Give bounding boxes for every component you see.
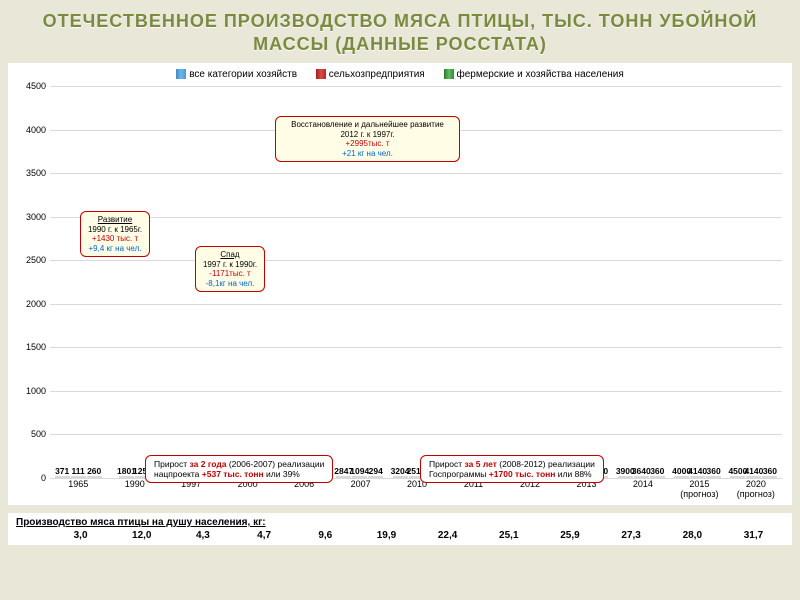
bar: 4140 bbox=[690, 476, 705, 478]
per-capita-value: 25,1 bbox=[478, 530, 539, 541]
bar: 1801 bbox=[119, 476, 134, 478]
plot-area: 050010001500200025003000350040004500 371… bbox=[50, 86, 782, 478]
y-tick-label: 2500 bbox=[16, 255, 46, 265]
callout-fall: Спад 1997 г. к 1990г. -1171тыс. т -8,1кг… bbox=[195, 246, 265, 292]
y-tick-label: 4000 bbox=[16, 125, 46, 135]
page-title: ОТЕЧЕСТВЕННОЕ ПРОИЗВОДСТВО МЯСА ПТИЦЫ, Т… bbox=[0, 0, 800, 63]
per-capita-value: 12,0 bbox=[111, 530, 172, 541]
per-capita-value: 25,9 bbox=[539, 530, 600, 541]
y-tick-label: 1000 bbox=[16, 386, 46, 396]
callout-rec: Восстановление и дальнейшее развитие 201… bbox=[275, 116, 460, 162]
y-tick-label: 3000 bbox=[16, 212, 46, 222]
bar: 3640 bbox=[634, 476, 649, 478]
bar: 360 bbox=[650, 476, 665, 478]
bar: 4500 bbox=[730, 476, 745, 478]
y-tick-label: 4500 bbox=[16, 81, 46, 91]
bar-group: 45004140360 bbox=[726, 476, 782, 478]
bar-value-label: 360 bbox=[763, 466, 777, 476]
per-capita-value: 31,7 bbox=[723, 530, 784, 541]
y-tick-label: 0 bbox=[16, 473, 46, 483]
bar-value-label: 111 bbox=[72, 466, 85, 476]
x-tick-label: 2007 bbox=[332, 479, 388, 499]
bar: 294 bbox=[368, 476, 383, 478]
bar-value-label: 260 bbox=[87, 466, 101, 476]
per-capita-value: 9,6 bbox=[295, 530, 356, 541]
bar-value-label: 4140 bbox=[688, 466, 707, 476]
bar: 3204 bbox=[393, 476, 408, 478]
x-tick-label: 2020(прогноз) bbox=[728, 479, 784, 499]
x-tick-label: 1965 bbox=[50, 479, 106, 499]
callout-dev: Развитие 1990 г. к 1965г. +1430 тыс. т +… bbox=[80, 211, 150, 257]
note-2yr: Прирост за 2 года (2006-2007) реализации… bbox=[145, 455, 333, 483]
per-capita-value: 28,0 bbox=[662, 530, 723, 541]
bar: 360 bbox=[762, 476, 777, 478]
bar-value-label: 360 bbox=[650, 466, 664, 476]
legend-ent: сельхозпредприятия bbox=[329, 69, 425, 80]
note-5yr: Прирост за 5 лет (2008-2012) реализации … bbox=[420, 455, 604, 483]
bar-value-label: 360 bbox=[707, 466, 721, 476]
per-capita-value: 4,3 bbox=[172, 530, 233, 541]
per-capita-value: 19,9 bbox=[356, 530, 417, 541]
y-tick-label: 2000 bbox=[16, 299, 46, 309]
legend: все категории хозяйств сельхозпредприяти… bbox=[16, 69, 784, 80]
bar: 260 bbox=[87, 476, 102, 478]
per-capita-value: 3,0 bbox=[50, 530, 111, 541]
bar: 4000 bbox=[674, 476, 689, 478]
chart: все категории хозяйств сельхозпредприяти… bbox=[8, 63, 792, 505]
per-capita-value: 22,4 bbox=[417, 530, 478, 541]
per-capita-title: Производство мяса птицы на душу населени… bbox=[16, 517, 784, 528]
bar-value-label: 4140 bbox=[744, 466, 763, 476]
y-tick-label: 1500 bbox=[16, 342, 46, 352]
bar: 111 bbox=[71, 476, 86, 478]
bar: 4140 bbox=[746, 476, 761, 478]
bar-group: 40004140360 bbox=[669, 476, 725, 478]
bar: 3900 bbox=[618, 476, 633, 478]
bar-value-label: 294 bbox=[369, 466, 383, 476]
legend-farm: фермерские и хозяйства населения bbox=[457, 69, 624, 80]
bar: 2847 bbox=[336, 476, 351, 478]
y-tick-label: 500 bbox=[16, 429, 46, 439]
bar: 360 bbox=[706, 476, 721, 478]
bar-group: 28471094294 bbox=[332, 476, 388, 478]
bar-value-label: 3640 bbox=[632, 466, 651, 476]
bar-group: 371111260 bbox=[50, 476, 106, 478]
bar: 1094 bbox=[352, 476, 367, 478]
bar-value-label: 1094 bbox=[350, 466, 369, 476]
x-tick-label: 2015(прогноз) bbox=[671, 479, 727, 499]
bar-group: 39003640360 bbox=[613, 476, 669, 478]
per-capita-value: 4,7 bbox=[234, 530, 295, 541]
per-capita-value: 27,3 bbox=[601, 530, 662, 541]
legend-all: все категории хозяйств bbox=[189, 69, 297, 80]
y-tick-label: 3500 bbox=[16, 168, 46, 178]
bar: 371 bbox=[55, 476, 70, 478]
x-tick-label: 2014 bbox=[615, 479, 671, 499]
per-capita-table: Производство мяса птицы на душу населени… bbox=[8, 513, 792, 545]
bar-value-label: 371 bbox=[55, 466, 69, 476]
